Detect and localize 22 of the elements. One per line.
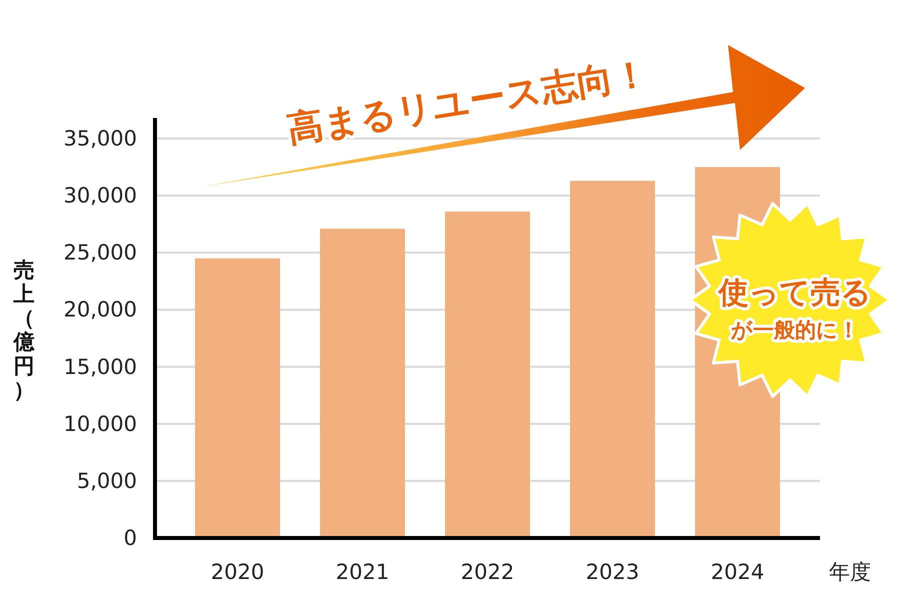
annotation: が一般的に！ — [730, 318, 859, 342]
y-tick-label: 25,000 — [64, 240, 137, 265]
y-tick-label: 10,000 — [64, 412, 137, 436]
x-tick-label: 2022 — [460, 560, 514, 584]
bar — [445, 212, 530, 538]
y-tick-label: 35,000 — [64, 126, 137, 151]
y-tick-label: 15,000 — [64, 354, 137, 379]
bar — [195, 258, 280, 538]
y-tick-label: 30,000 — [64, 184, 137, 208]
x-tick-label: 2021 — [336, 560, 390, 584]
y-tick-label: 20,000 — [64, 298, 137, 322]
bar — [320, 228, 405, 538]
annotation: 使って売る — [718, 276, 872, 310]
y-axis-title: 売上（億円） — [12, 258, 36, 402]
bar — [570, 180, 655, 538]
x-axis-title: 年度 — [829, 560, 871, 584]
annotation: 高まるリユース志向！ — [284, 53, 652, 151]
x-tick-label: 2024 — [710, 560, 764, 584]
x-tick-label: 2023 — [586, 560, 640, 584]
x-tick-label: 2020 — [210, 560, 264, 584]
y-tick-label: 0 — [124, 526, 137, 550]
y-tick-label: 5,000 — [76, 468, 137, 493]
